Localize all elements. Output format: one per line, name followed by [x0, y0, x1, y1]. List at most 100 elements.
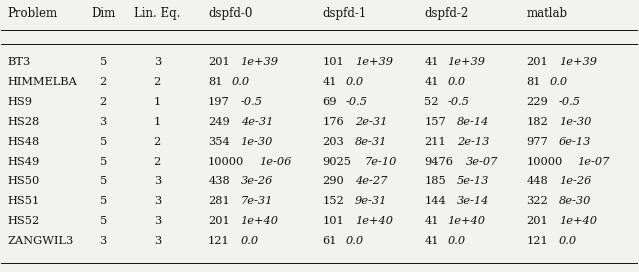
Text: 41: 41 [424, 57, 439, 67]
Text: 9e-31: 9e-31 [355, 196, 387, 206]
Text: Dim: Dim [91, 7, 115, 20]
Text: HIMMELBA: HIMMELBA [8, 77, 77, 87]
Text: ZANGWIL3: ZANGWIL3 [8, 236, 74, 246]
Text: 3: 3 [100, 236, 107, 246]
Text: Problem: Problem [8, 7, 58, 20]
Text: -0.5: -0.5 [241, 97, 263, 107]
Text: 4e-27: 4e-27 [355, 177, 387, 187]
Text: HS9: HS9 [8, 97, 33, 107]
Text: 2: 2 [100, 77, 107, 87]
Text: 61: 61 [323, 236, 337, 246]
Text: 354: 354 [208, 137, 230, 147]
Text: 1e-30: 1e-30 [241, 137, 273, 147]
Text: 1e+40: 1e+40 [241, 216, 279, 226]
Text: 201: 201 [208, 216, 230, 226]
Text: 101: 101 [323, 57, 344, 67]
Text: 8e-31: 8e-31 [355, 137, 387, 147]
Text: 3: 3 [153, 177, 161, 187]
Text: 9025: 9025 [323, 157, 351, 166]
Text: Lin. Eq.: Lin. Eq. [134, 7, 180, 20]
Text: 5: 5 [100, 216, 107, 226]
Text: 10000: 10000 [208, 157, 244, 166]
Text: 1e+39: 1e+39 [558, 57, 597, 67]
Text: 6e-13: 6e-13 [558, 137, 591, 147]
Text: 121: 121 [527, 236, 548, 246]
Text: 290: 290 [323, 177, 344, 187]
Text: 41: 41 [323, 77, 337, 87]
Text: 197: 197 [208, 97, 230, 107]
Text: -0.5: -0.5 [558, 97, 581, 107]
Text: 5: 5 [100, 57, 107, 67]
Text: 3: 3 [153, 216, 161, 226]
Text: 1e-30: 1e-30 [558, 117, 591, 127]
Text: 3e-26: 3e-26 [241, 177, 273, 187]
Text: 69: 69 [323, 97, 337, 107]
Text: 0.0: 0.0 [231, 77, 249, 87]
Text: HS49: HS49 [8, 157, 40, 166]
Text: 5: 5 [100, 137, 107, 147]
Text: HS48: HS48 [8, 137, 40, 147]
Text: 211: 211 [424, 137, 446, 147]
Text: 0.0: 0.0 [346, 236, 364, 246]
Text: 144: 144 [424, 196, 446, 206]
Text: 0.0: 0.0 [241, 236, 259, 246]
Text: matlab: matlab [527, 7, 567, 20]
Text: 2e-31: 2e-31 [355, 117, 387, 127]
Text: 1e+40: 1e+40 [355, 216, 393, 226]
Text: 2e-13: 2e-13 [457, 137, 489, 147]
Text: 229: 229 [527, 97, 548, 107]
Text: 438: 438 [208, 177, 230, 187]
Text: 8e-30: 8e-30 [558, 196, 591, 206]
Text: 0.0: 0.0 [558, 236, 577, 246]
Text: 182: 182 [527, 117, 548, 127]
Text: 1e+39: 1e+39 [355, 57, 393, 67]
Text: 5: 5 [100, 157, 107, 166]
Text: dspfd-0: dspfd-0 [208, 7, 252, 20]
Text: 1e+40: 1e+40 [447, 216, 486, 226]
Text: dspfd-2: dspfd-2 [424, 7, 469, 20]
Text: 1e+39: 1e+39 [241, 57, 279, 67]
Text: 3: 3 [100, 117, 107, 127]
Text: HS28: HS28 [8, 117, 40, 127]
Text: 203: 203 [323, 137, 344, 147]
Text: 322: 322 [527, 196, 548, 206]
Text: 176: 176 [323, 117, 344, 127]
Text: 5e-13: 5e-13 [457, 177, 489, 187]
Text: 7e-31: 7e-31 [241, 196, 273, 206]
Text: 977: 977 [527, 137, 548, 147]
Text: 3: 3 [153, 196, 161, 206]
Text: -0.5: -0.5 [346, 97, 368, 107]
Text: 2: 2 [153, 77, 161, 87]
Text: 1: 1 [153, 117, 161, 127]
Text: 249: 249 [208, 117, 230, 127]
Text: 101: 101 [323, 216, 344, 226]
Text: 1e-26: 1e-26 [558, 177, 591, 187]
Text: 0.0: 0.0 [346, 77, 364, 87]
Text: 2: 2 [100, 97, 107, 107]
Text: 52: 52 [424, 97, 439, 107]
Text: 3: 3 [153, 236, 161, 246]
Text: 157: 157 [424, 117, 446, 127]
Text: HS50: HS50 [8, 177, 40, 187]
Text: 201: 201 [527, 216, 548, 226]
Text: 2: 2 [153, 157, 161, 166]
Text: 1e+39: 1e+39 [447, 57, 486, 67]
Text: 4e-31: 4e-31 [241, 117, 273, 127]
Text: 1e-06: 1e-06 [259, 157, 291, 166]
Text: HS51: HS51 [8, 196, 40, 206]
Text: 0.0: 0.0 [447, 77, 466, 87]
Text: 1: 1 [153, 97, 161, 107]
Text: dspfd-1: dspfd-1 [323, 7, 367, 20]
Text: 81: 81 [527, 77, 541, 87]
Text: 9476: 9476 [424, 157, 454, 166]
Text: 201: 201 [208, 57, 230, 67]
Text: HS52: HS52 [8, 216, 40, 226]
Text: 185: 185 [424, 177, 446, 187]
Text: 10000: 10000 [527, 157, 562, 166]
Text: 3: 3 [153, 57, 161, 67]
Text: 2: 2 [153, 137, 161, 147]
Text: 1e-07: 1e-07 [578, 157, 610, 166]
Text: 7e-10: 7e-10 [364, 157, 397, 166]
Text: 3e-14: 3e-14 [457, 196, 489, 206]
Text: 121: 121 [208, 236, 230, 246]
